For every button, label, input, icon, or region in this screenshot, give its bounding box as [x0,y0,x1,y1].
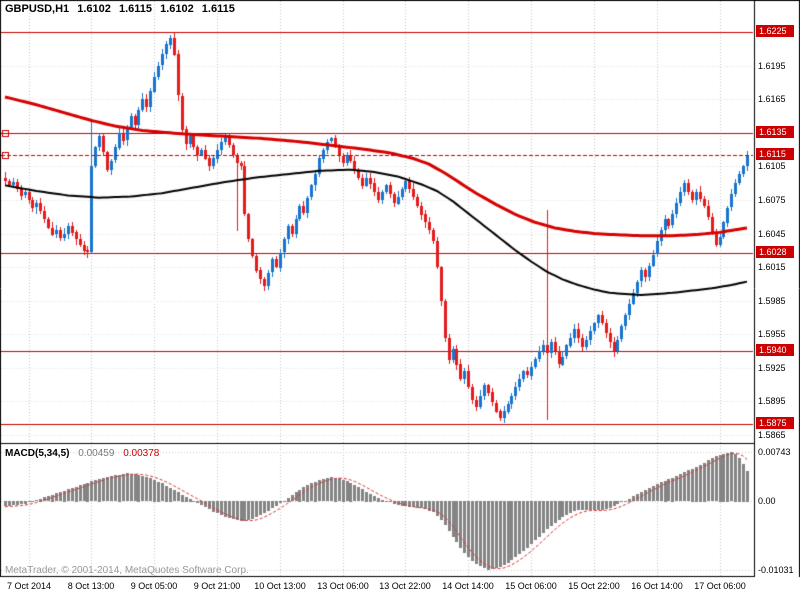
time-axis-label: 14 Oct 14:00 [442,581,494,591]
time-axis-label: 9 Oct 05:00 [130,581,178,591]
symbol-timeframe: GBPUSD,H1 [5,3,70,15]
price-axis-label: 1.5925 [758,363,786,373]
ohlc-open: 1.6102 [77,3,111,15]
watermark: MetaTrader, © 2001-2014, MetaQuotes Soft… [5,565,249,576]
price-axis[interactable]: 1.6195 1.6165 1.6105 1.6075 1.6045 1.6015 1.59… [756,0,800,578]
time-axis-label: 15 Oct 06:00 [505,581,557,591]
price-axis-label: 1.6165 [758,94,786,104]
time-axis-label: 10 Oct 13:00 [254,581,306,591]
macd-axis-label: 0.00743 [758,447,791,457]
price-axis-label: 1.6195 [758,61,786,71]
ohlc-high: 1.6115 [118,3,153,15]
chart-symbol-header: GBPUSD,H1 1.6102 1.6115 1.6102 1.6115 [5,3,240,15]
price-axis-label: 1.6105 [758,161,786,171]
price-axis-tag: 1.6135 [756,126,794,138]
ohlc-low: 1.6102 [160,3,194,15]
macd-label: MACD(5,34,5) [5,448,70,459]
macd-axis-label: 0.00 [758,496,776,506]
time-axis[interactable]: 7 Oct 2014 8 Oct 13:00 9 Oct 05:00 9 Oct 21… [0,581,754,597]
macd-main-value: 0.00459 [78,448,115,459]
price-axis-tag: 1.5875 [756,417,794,429]
macd-signal-value: 0.00378 [123,448,160,459]
time-axis-label: 13 Oct 06:00 [317,581,369,591]
time-axis-label: 15 Oct 22:00 [568,581,620,591]
time-axis-label: 9 Oct 21:00 [193,581,241,591]
macd-axis: 0.00743 0.00 -0.01031 [756,0,800,600]
time-axis-label: 8 Oct 13:00 [67,581,115,591]
price-axis-tag: 1.5940 [756,344,794,356]
ohlc-close: 1.6115 [201,3,235,15]
time-axis-label: 17 Oct 06:00 [694,581,746,591]
time-axis-label: 7 Oct 2014 [6,581,52,591]
macd-axis-label: -0.01031 [758,565,794,575]
time-axis-label: 16 Oct 14:00 [631,581,683,591]
price-axis-tag: 1.6028 [756,246,794,258]
time-axis-label: 13 Oct 22:00 [379,581,431,591]
price-axis-label: 1.6075 [758,195,786,205]
price-axis-label: 1.5895 [758,396,786,406]
price-axis-label: 1.5955 [758,329,786,339]
price-axis-tag: 1.6225 [756,25,794,37]
macd-indicator-header: MACD(5,34,5) 0.00459 0.00378 [5,448,159,459]
price-axis-label: 1.5865 [758,430,786,440]
price-axis-label: 1.6045 [758,229,786,239]
price-axis-label: 1.5985 [758,296,786,306]
price-axis-label: 1.6015 [758,262,786,272]
price-axis-tag: 1.6115 [756,148,794,160]
